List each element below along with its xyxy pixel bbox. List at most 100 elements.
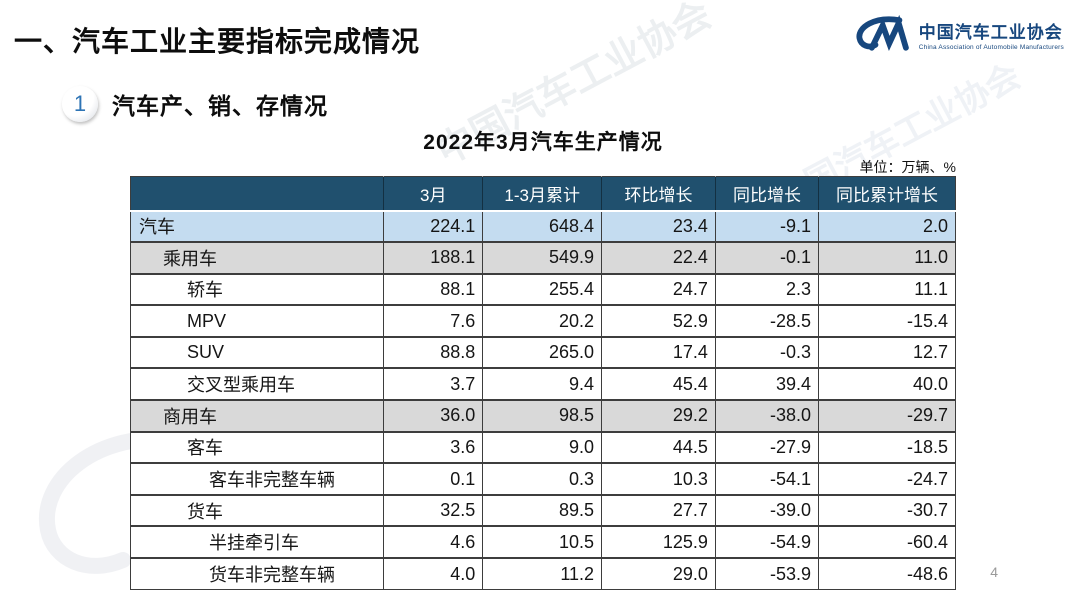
value-cell: 98.5 bbox=[482, 399, 603, 433]
org-name: 中国汽车工业协会 China Association of Automobile… bbox=[919, 18, 1064, 51]
value-cell: 45.4 bbox=[601, 367, 716, 401]
value-cell: -38.0 bbox=[714, 399, 820, 433]
row-label: 交叉型乘用车 bbox=[129, 367, 385, 401]
table-row: 半挂牵引车 4.6 10.5 125.9 -54.9 -60.4 bbox=[129, 525, 956, 559]
table-row: 货车非完整车辆 4.0 11.2 29.0 -53.9 -48.6 bbox=[129, 557, 956, 591]
page-title: 一、汽车工业主要指标完成情况 bbox=[14, 26, 421, 57]
value-cell: -0.1 bbox=[714, 241, 820, 275]
value-cell: -53.9 bbox=[714, 557, 820, 591]
page-number: 4 bbox=[990, 564, 998, 580]
value-cell: 36.0 bbox=[383, 399, 484, 433]
value-cell: -27.9 bbox=[714, 430, 820, 464]
org-logo: 中国汽车工业协会 China Association of Automobile… bbox=[853, 14, 1064, 54]
unit-label: 单位：万辆、% bbox=[859, 159, 956, 175]
caam-logo-icon bbox=[853, 14, 911, 54]
value-cell: 224.1 bbox=[383, 210, 484, 243]
table-row: 交叉型乘用车 3.7 9.4 45.4 39.4 40.0 bbox=[129, 367, 956, 401]
value-cell: 4.0 bbox=[383, 557, 484, 591]
column-header-mom-growth: 环比增长 bbox=[601, 176, 716, 212]
column-header-label bbox=[130, 176, 384, 212]
value-cell: 9.4 bbox=[482, 367, 603, 401]
value-cell: 88.8 bbox=[383, 335, 484, 369]
value-cell: 2.0 bbox=[818, 210, 956, 243]
column-header-cumulative: 1-3月累计 bbox=[482, 176, 602, 212]
table-title: 2022年3月汽车生产情况 bbox=[423, 131, 663, 154]
row-label: 商用车 bbox=[129, 399, 385, 433]
value-cell: 255.4 bbox=[482, 272, 603, 306]
value-cell: 23.4 bbox=[601, 210, 716, 243]
value-cell: 10.5 bbox=[482, 525, 603, 559]
value-cell: -39.0 bbox=[714, 493, 820, 527]
value-cell: -15.4 bbox=[818, 304, 956, 338]
value-cell: 88.1 bbox=[383, 272, 484, 306]
table-row: 轿车 88.1 255.4 24.7 2.3 11.1 bbox=[129, 272, 956, 306]
value-cell: -18.5 bbox=[818, 430, 956, 464]
value-cell: 89.5 bbox=[482, 493, 603, 527]
value-cell: -0.3 bbox=[714, 335, 820, 369]
value-cell: 27.7 bbox=[601, 493, 716, 527]
value-cell: -48.6 bbox=[818, 557, 956, 591]
value-cell: 11.0 bbox=[818, 241, 956, 275]
value-cell: 4.6 bbox=[383, 525, 484, 559]
column-header-yoy-cumulative-growth: 同比累计增长 bbox=[818, 176, 956, 212]
value-cell: -30.7 bbox=[818, 493, 956, 527]
value-cell: 40.0 bbox=[818, 367, 956, 401]
row-label: 客车 bbox=[129, 430, 385, 464]
value-cell: 3.6 bbox=[383, 430, 484, 464]
row-label: 半挂牵引车 bbox=[129, 525, 385, 559]
row-label: 货车 bbox=[129, 493, 385, 527]
value-cell: 9.0 bbox=[482, 430, 603, 464]
value-cell: 549.9 bbox=[482, 241, 603, 275]
value-cell: 7.6 bbox=[383, 304, 484, 338]
table-row: 客车 3.6 9.0 44.5 -27.9 -18.5 bbox=[129, 430, 956, 464]
value-cell: 2.3 bbox=[714, 272, 820, 306]
value-cell: 44.5 bbox=[601, 430, 716, 464]
column-header-yoy-growth: 同比增长 bbox=[714, 176, 819, 212]
value-cell: 32.5 bbox=[383, 493, 484, 527]
table-row: 汽车 224.1 648.4 23.4 -9.1 2.0 bbox=[129, 210, 956, 243]
value-cell: 11.1 bbox=[818, 272, 956, 306]
value-cell: 39.4 bbox=[714, 367, 820, 401]
table-row: MPV 7.6 20.2 52.9 -28.5 -15.4 bbox=[129, 304, 956, 338]
value-cell: -54.1 bbox=[714, 462, 820, 496]
section-number-badge: 1 bbox=[62, 86, 98, 122]
table-row: 商用车 36.0 98.5 29.2 -38.0 -29.7 bbox=[129, 399, 956, 433]
value-cell: 11.2 bbox=[482, 557, 603, 591]
table-header-row: 3月 1-3月累计 环比增长 同比增长 同比累计增长 bbox=[130, 176, 956, 212]
org-name-en: China Association of Automobile Manufact… bbox=[918, 43, 1064, 51]
table-row: 客车非完整车辆 0.1 0.3 10.3 -54.1 -24.7 bbox=[129, 462, 956, 496]
value-cell: -29.7 bbox=[818, 399, 956, 433]
value-cell: 10.3 bbox=[601, 462, 716, 496]
row-label: SUV bbox=[129, 335, 385, 369]
value-cell: 29.0 bbox=[601, 557, 716, 591]
value-cell: 265.0 bbox=[482, 335, 603, 369]
value-cell: -9.1 bbox=[714, 210, 820, 243]
production-table: 3月 1-3月累计 环比增长 同比增长 同比累计增长 汽车 224.1 648.4 2… bbox=[129, 176, 956, 591]
row-label: MPV bbox=[129, 304, 385, 338]
row-label: 汽车 bbox=[129, 210, 385, 243]
value-cell: -60.4 bbox=[818, 525, 956, 559]
value-cell: 0.3 bbox=[482, 462, 603, 496]
value-cell: -54.9 bbox=[714, 525, 820, 559]
row-label: 货车非完整车辆 bbox=[129, 557, 385, 591]
value-cell: 52.9 bbox=[601, 304, 716, 338]
table-row: SUV 88.8 265.0 17.4 -0.3 12.7 bbox=[129, 335, 956, 369]
value-cell: 17.4 bbox=[601, 335, 716, 369]
column-header-month: 3月 bbox=[383, 176, 483, 212]
table-row: 乘用车 188.1 549.9 22.4 -0.1 11.0 bbox=[129, 241, 956, 275]
value-cell: 0.1 bbox=[383, 462, 484, 496]
value-cell: 22.4 bbox=[601, 241, 716, 275]
section-heading: 1 汽车产、销、存情况 bbox=[62, 86, 328, 122]
section-title: 汽车产、销、存情况 bbox=[112, 93, 328, 119]
value-cell: -24.7 bbox=[818, 462, 956, 496]
value-cell: 3.7 bbox=[383, 367, 484, 401]
org-name-cn: 中国汽车工业协会 bbox=[918, 22, 1063, 42]
value-cell: 20.2 bbox=[482, 304, 603, 338]
row-label: 乘用车 bbox=[129, 241, 385, 275]
production-table-block: 2022年3月汽车生产情况 单位：万辆、% 3月 1-3月累计 环比增长 同比增… bbox=[129, 128, 956, 591]
value-cell: 29.2 bbox=[601, 399, 716, 433]
value-cell: 125.9 bbox=[601, 525, 716, 559]
row-label: 客车非完整车辆 bbox=[129, 462, 385, 496]
value-cell: 188.1 bbox=[383, 241, 484, 275]
production-table-body: 汽车 224.1 648.4 23.4 -9.1 2.0 乘用车 188.1 549.9 22.4… bbox=[129, 210, 956, 591]
